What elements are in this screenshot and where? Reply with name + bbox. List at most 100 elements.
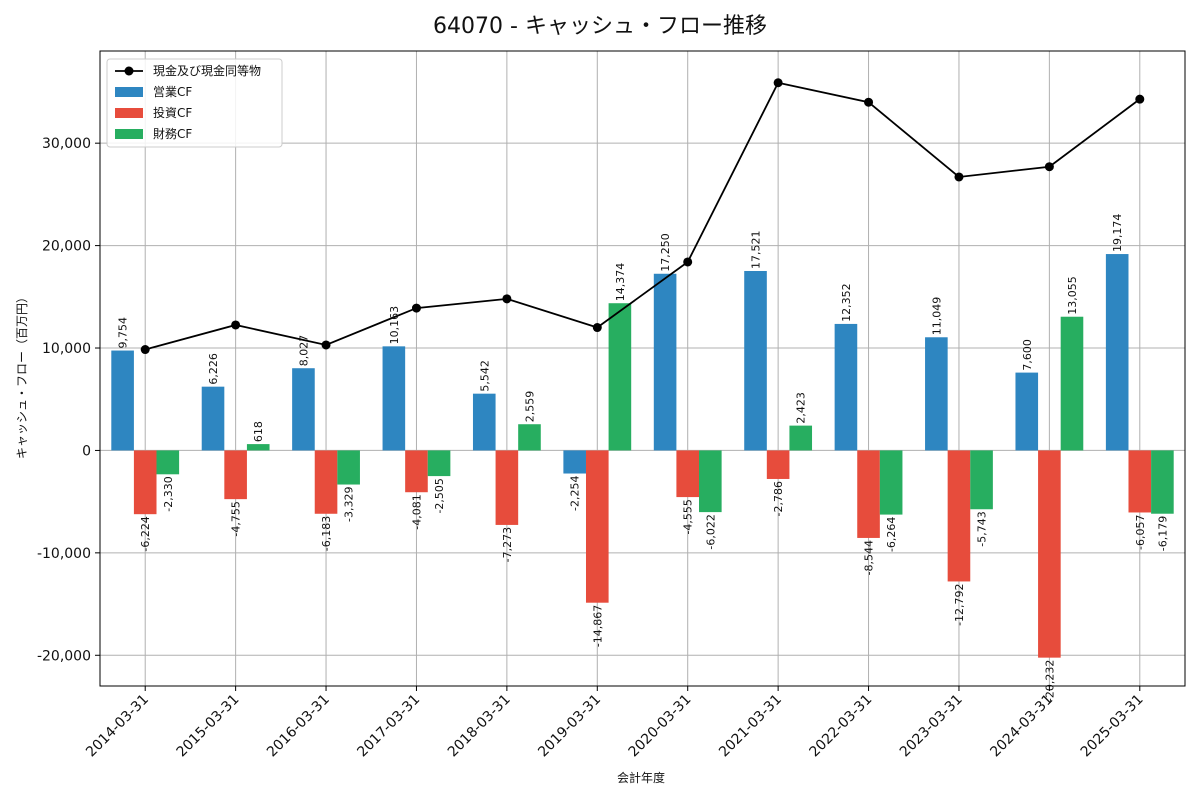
line-point bbox=[231, 320, 241, 330]
data-label: -20,232 bbox=[1043, 660, 1056, 702]
line-point bbox=[321, 340, 331, 350]
bar bbox=[834, 323, 858, 451]
data-label: -14,867 bbox=[591, 605, 604, 647]
data-label: 17,521 bbox=[750, 230, 763, 269]
bar bbox=[857, 450, 880, 538]
data-label: 11,049 bbox=[930, 297, 943, 336]
bar bbox=[156, 450, 180, 475]
bar bbox=[1060, 316, 1084, 451]
y-tick-label: 20,000 bbox=[42, 239, 91, 255]
x-tick-label: 2021-03-31 bbox=[716, 692, 785, 761]
data-label: 14,374 bbox=[614, 263, 627, 302]
y-tick-label: -10,000 bbox=[37, 546, 91, 562]
legend-label: 現金及び現金同等物 bbox=[153, 63, 261, 78]
data-label: -3,329 bbox=[343, 487, 356, 522]
bar bbox=[563, 450, 586, 474]
bar bbox=[789, 425, 813, 451]
bar bbox=[427, 450, 451, 477]
bar bbox=[337, 450, 360, 485]
x-tick-label: 2024-03-31 bbox=[987, 692, 1056, 761]
bar bbox=[382, 346, 406, 451]
x-tick-label: 2018-03-31 bbox=[445, 692, 514, 761]
bar bbox=[879, 450, 903, 515]
bar bbox=[111, 350, 134, 451]
legend-marker bbox=[124, 66, 134, 76]
bar bbox=[699, 450, 722, 513]
bar bbox=[224, 450, 247, 500]
x-tick-label: 2020-03-31 bbox=[626, 692, 695, 761]
bar bbox=[1038, 450, 1061, 658]
bar bbox=[608, 303, 632, 451]
line-point bbox=[773, 78, 783, 88]
bar bbox=[585, 450, 609, 603]
data-label: -2,254 bbox=[569, 476, 582, 511]
data-label: -4,081 bbox=[410, 494, 423, 529]
line-point bbox=[140, 345, 150, 355]
legend-swatch bbox=[115, 108, 143, 118]
data-label: 12,352 bbox=[840, 283, 853, 322]
data-label: 618 bbox=[252, 421, 265, 442]
data-label: 5,542 bbox=[478, 360, 491, 392]
line-series bbox=[140, 78, 1145, 355]
data-label: 2,559 bbox=[523, 391, 536, 423]
x-tick-label: 2017-03-31 bbox=[354, 692, 423, 761]
x-tick-label: 2022-03-31 bbox=[807, 692, 876, 761]
bar bbox=[246, 444, 270, 451]
data-label: -6,183 bbox=[320, 516, 333, 551]
x-tick-label: 2014-03-31 bbox=[83, 692, 152, 761]
data-label: 7,600 bbox=[1021, 339, 1034, 371]
data-label: -2,330 bbox=[162, 476, 175, 511]
data-label: 13,055 bbox=[1066, 276, 1079, 315]
x-tick-label: 2016-03-31 bbox=[264, 692, 333, 761]
plot-frame bbox=[99, 50, 1186, 687]
bar bbox=[1151, 450, 1174, 514]
bar bbox=[472, 393, 496, 451]
bar bbox=[676, 450, 700, 498]
bar bbox=[766, 450, 790, 479]
bar bbox=[970, 450, 993, 510]
bar bbox=[653, 273, 677, 451]
bar bbox=[133, 450, 157, 515]
bar bbox=[1128, 450, 1152, 513]
data-label: -4,755 bbox=[230, 501, 243, 536]
bar bbox=[314, 450, 338, 514]
data-label: -6,264 bbox=[885, 517, 898, 552]
data-label: -6,057 bbox=[1134, 514, 1147, 549]
data-label: -12,792 bbox=[953, 583, 966, 625]
line-point bbox=[683, 257, 693, 267]
bars bbox=[111, 254, 1174, 658]
x-tick-label: 2015-03-31 bbox=[174, 692, 243, 761]
x-tick-label: 2019-03-31 bbox=[535, 692, 604, 761]
data-label: -6,179 bbox=[1156, 516, 1169, 551]
line-path bbox=[144, 81, 1141, 351]
bar bbox=[744, 270, 767, 451]
x-axis-label: 会計年度 bbox=[617, 770, 665, 785]
line-point bbox=[1044, 162, 1054, 172]
bar bbox=[518, 424, 541, 451]
legend-label: 営業CF bbox=[153, 85, 192, 99]
bar bbox=[1105, 254, 1129, 451]
y-tick-label: 30,000 bbox=[42, 136, 91, 152]
y-axis-label: キャッシュ・フロー（百万円） bbox=[15, 291, 29, 459]
data-label: 2,423 bbox=[795, 392, 808, 424]
data-label: 17,250 bbox=[659, 233, 672, 272]
data-label: -6,224 bbox=[139, 516, 152, 551]
data-label: -7,273 bbox=[501, 527, 514, 562]
x-tick-label: 2023-03-31 bbox=[897, 692, 966, 761]
y-tick-label: 10,000 bbox=[42, 341, 91, 357]
x-tick-label: 2025-03-31 bbox=[1078, 692, 1147, 761]
legend-box bbox=[106, 58, 283, 148]
y-tick-label: 0 bbox=[82, 443, 91, 459]
line-point bbox=[592, 323, 602, 333]
line-point bbox=[864, 97, 874, 107]
line-point bbox=[1135, 94, 1145, 104]
line-point bbox=[502, 294, 512, 304]
legend-label: 投資CF bbox=[153, 105, 192, 120]
data-label: 19,174 bbox=[1111, 214, 1124, 253]
legend-swatch bbox=[115, 129, 143, 139]
legend-label: 財務CF bbox=[153, 126, 192, 141]
data-label: -5,743 bbox=[976, 511, 989, 546]
line-point bbox=[954, 172, 964, 182]
